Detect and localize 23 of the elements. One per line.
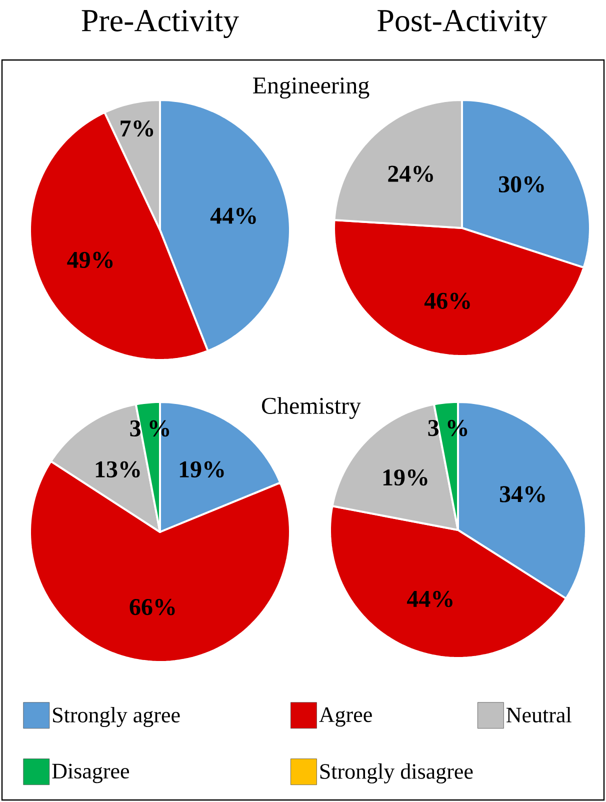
data-label: 13% (96, 461, 140, 478)
data-label: 66% (130, 598, 175, 616)
data-label: 34% (500, 486, 545, 502)
data-label: 3 % (428, 420, 468, 436)
data-label: 46% (424, 292, 470, 310)
legend-label: Strongly agree (53, 707, 180, 728)
data-label: 44% (210, 208, 256, 224)
data-label: 19% (180, 461, 224, 478)
data-label: 44% (407, 590, 452, 608)
legend-label: Neutral (506, 707, 572, 722)
data-label: 30% (498, 176, 544, 192)
legend-label: Strongly disagree (320, 763, 473, 784)
data-label: 24% (388, 166, 433, 182)
text: Engineering (253, 77, 370, 99)
legend-label: Disagree (52, 764, 130, 784)
text: Chemistry (262, 397, 361, 419)
data-label: 49% (67, 252, 113, 268)
data-label: 7% (120, 120, 154, 137)
chart-title: Pre-Activity (82, 10, 239, 38)
data-label: 19% (383, 469, 428, 486)
data-label: 3 % (130, 420, 170, 437)
chart-title: Post-Activity (378, 10, 548, 38)
legend-label: Agree (319, 707, 372, 727)
